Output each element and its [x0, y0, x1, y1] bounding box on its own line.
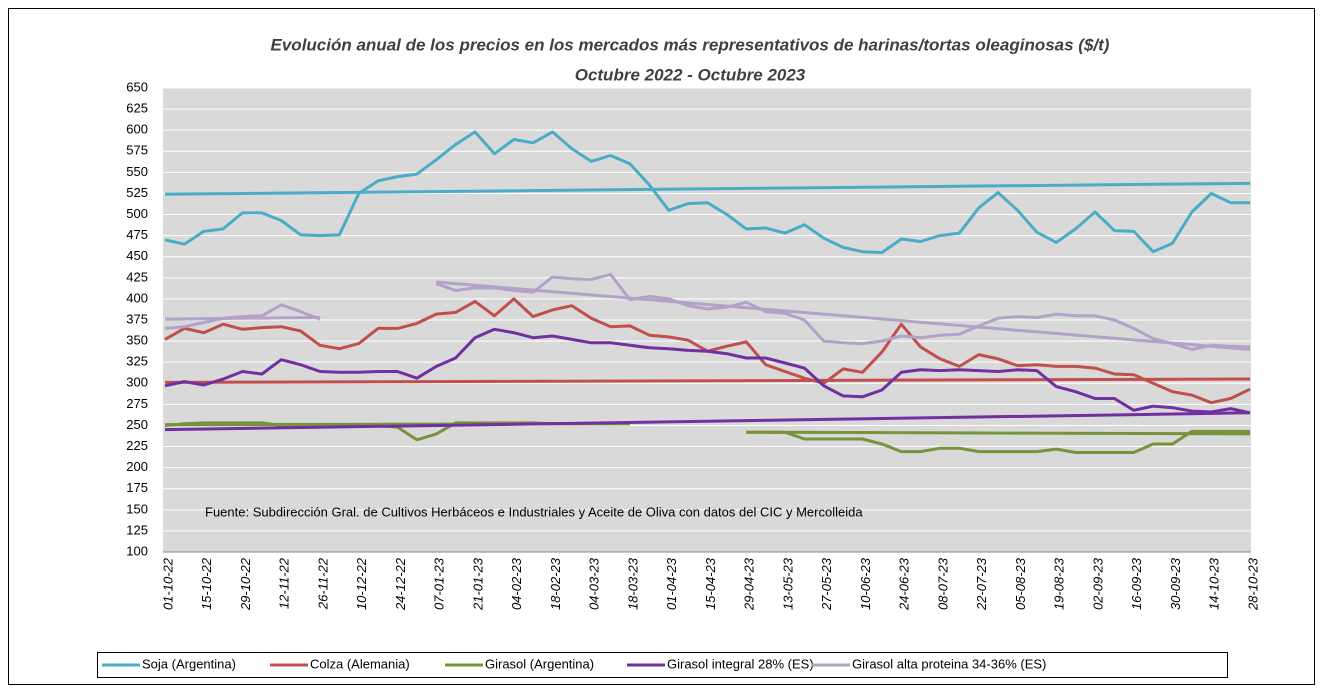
legend-label: Girasol alta proteina 34-36% (ES) — [852, 656, 1046, 671]
x-tick-label: 14-10-23 — [1207, 557, 1222, 610]
y-tick-label: 400 — [126, 290, 148, 305]
x-tick-label: 27-05-23 — [819, 557, 834, 611]
x-tick-label: 15-04-23 — [703, 557, 718, 610]
series-line — [164, 327, 1251, 415]
x-tick-label: 24-12-22 — [393, 557, 408, 611]
x-tick-label: 10-06-23 — [858, 557, 873, 610]
x-tick-label: 15-10-22 — [199, 557, 214, 610]
y-tick-label: 625 — [126, 101, 148, 116]
y-tick-label: 225 — [126, 438, 148, 453]
x-tick-label: 22-07-23 — [974, 557, 989, 611]
trend-line — [746, 430, 1251, 436]
x-tick-label: 28-10-23 — [1245, 557, 1260, 611]
y-tick-label: 300 — [126, 375, 148, 390]
x-tick-label: 08-07-23 — [935, 557, 950, 610]
legend-label: Soja (Argentina) — [142, 656, 236, 671]
x-tick-label: 29-10-22 — [238, 557, 253, 611]
y-tick-label: 275 — [126, 396, 148, 411]
y-tick-label: 425 — [126, 269, 148, 284]
x-tick-label: 19-08-23 — [1052, 557, 1067, 610]
series-line — [164, 272, 1251, 351]
y-tick-label: 550 — [126, 164, 148, 179]
y-tick-label: 325 — [126, 354, 148, 369]
x-tick-label: 04-03-23 — [587, 557, 602, 610]
trend-line — [436, 280, 1251, 352]
x-tick-label: 02-09-23 — [1090, 557, 1105, 610]
x-tick-label: 26-11-22 — [315, 557, 330, 610]
annotation: Fuente: Subdirección Gral. de Cultivos H… — [205, 504, 863, 519]
x-tick-label: 16-09-23 — [1129, 557, 1144, 610]
x-tick-label: 21-01-23 — [470, 557, 485, 611]
trend-line — [164, 411, 1251, 432]
y-tick-label: 600 — [126, 122, 148, 137]
trend-line — [164, 181, 1251, 196]
y-tick-label: 150 — [126, 501, 148, 516]
y-tick-label: 525 — [126, 185, 148, 200]
y-tick-label: 175 — [126, 480, 148, 495]
x-tick-label: 29-04-23 — [742, 557, 757, 611]
x-tick-label: 10-12-22 — [354, 557, 369, 610]
y-tick-label: 650 — [126, 79, 148, 94]
y-tick-label: 450 — [126, 248, 148, 263]
legend-label: Colza (Alemania) — [310, 656, 410, 671]
series-line — [164, 130, 1250, 254]
x-tick-label: 04-02-23 — [509, 557, 524, 610]
x-tick-label: 07-01-23 — [432, 557, 447, 610]
y-tick-label: 200 — [126, 459, 148, 474]
legend-label: Girasol integral 28% (ES) — [667, 656, 814, 671]
x-tick-label: 30-09-23 — [1168, 557, 1183, 610]
chart-title: Evolución anual de los precios en los me… — [271, 35, 1110, 54]
y-tick-label: 250 — [126, 417, 148, 432]
y-tick-label: 125 — [126, 522, 148, 537]
x-tick-label: 18-03-23 — [625, 557, 640, 610]
y-tick-label: 500 — [126, 206, 148, 221]
legend-label: Girasol (Argentina) — [485, 656, 594, 671]
y-tick-label: 100 — [126, 543, 148, 558]
trend-line — [164, 377, 1251, 384]
x-tick-label: 01-10-22 — [160, 557, 175, 610]
x-tick-label: 01-04-23 — [664, 557, 679, 610]
y-tick-label: 575 — [126, 143, 148, 158]
y-tick-label: 350 — [126, 333, 148, 348]
trend-line — [164, 315, 321, 321]
x-tick-label: 05-08-23 — [1013, 557, 1028, 610]
x-tick-label: 18-02-23 — [548, 557, 563, 610]
chart-subtitle: Octubre 2022 - Octubre 2023 — [575, 65, 806, 84]
x-tick-label: 13-05-23 — [780, 557, 795, 610]
y-tick-label: 375 — [126, 311, 148, 326]
y-tick-label: 475 — [126, 227, 148, 242]
x-tick-label: 12-11-22 — [277, 557, 292, 609]
x-tick-label: 24-06-23 — [897, 557, 912, 611]
